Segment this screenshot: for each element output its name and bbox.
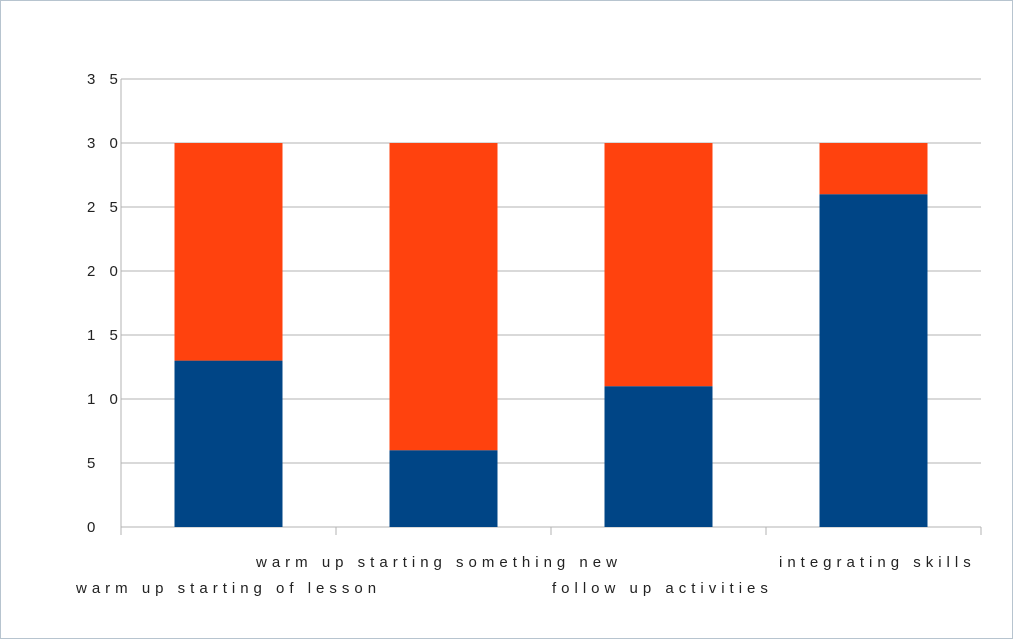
y-tick-label-20: 2 0 <box>87 263 123 280</box>
x-category-label-2: follow up activities <box>552 580 773 597</box>
bar-series1-3 <box>819 194 928 527</box>
bar-series1-1 <box>389 450 498 527</box>
y-tick-label-35: 3 5 <box>87 71 123 88</box>
bar-series2-2 <box>604 143 713 387</box>
y-tick-label-5: 5 <box>87 455 100 472</box>
bar-series1-2 <box>604 386 713 527</box>
y-tick-label-25: 2 5 <box>87 199 123 216</box>
bar-series2-0 <box>174 143 283 361</box>
y-tick-label-30: 3 0 <box>87 135 123 152</box>
bar-series2-3 <box>819 143 928 195</box>
y-tick-labels: 0 5 1 0 1 5 2 0 2 5 3 0 3 5 <box>87 71 123 536</box>
y-tick-label-0: 0 <box>87 519 100 536</box>
bars <box>174 143 928 527</box>
x-category-labels: warm up starting of lesson warm up starti… <box>75 554 976 597</box>
x-category-label-0: warm up starting of lesson <box>75 580 381 597</box>
x-category-label-3: integrating skills <box>779 554 976 571</box>
bar-series2-1 <box>389 143 498 451</box>
bar-series1-0 <box>174 360 283 527</box>
x-category-label-1: warm up starting something new <box>255 554 622 571</box>
y-tick-label-10: 1 0 <box>87 391 123 408</box>
y-tick-label-15: 1 5 <box>87 327 123 344</box>
